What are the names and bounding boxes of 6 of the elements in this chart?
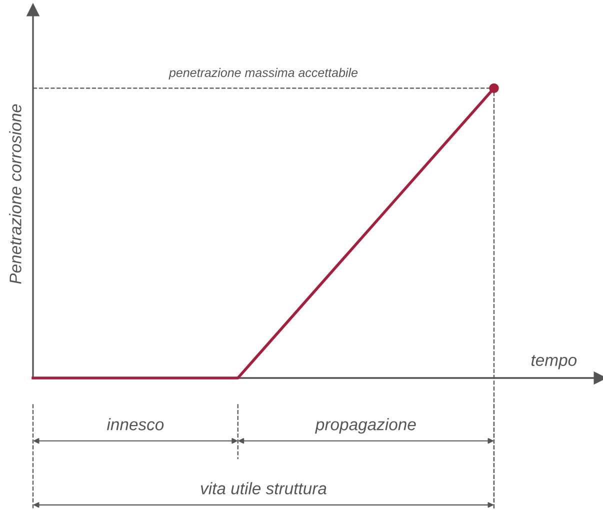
text: vita utile struttura bbox=[200, 482, 326, 494]
text: propagazione bbox=[315, 418, 416, 434]
text: innesco bbox=[106, 418, 164, 430]
x-axis-title: tempo bbox=[532, 355, 577, 370]
y-axis-title: Penetrazione corrosione bbox=[9, 104, 22, 284]
ref-line-label: penetrazione massima accettabile bbox=[168, 68, 358, 80]
